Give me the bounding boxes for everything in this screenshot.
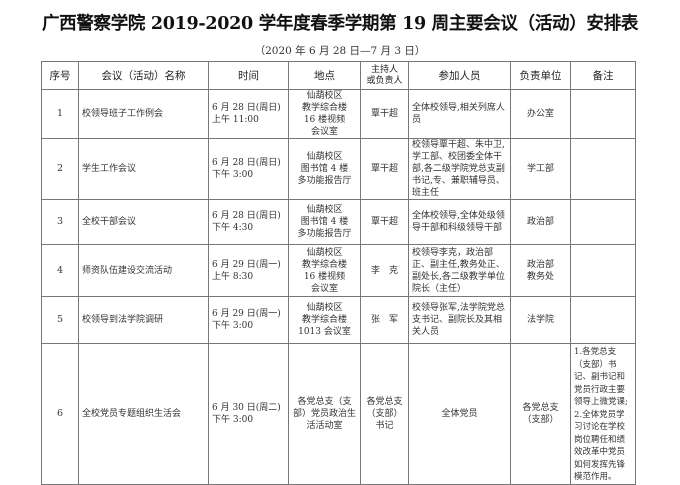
cell-note: 1.各党总支（支部）书记、副书记和党员行政主要领导上微党课; 2.全体党员学习讨…	[570, 343, 636, 485]
cell-place: 仙葫校区 教学综合楼 16 楼视频 会议室	[288, 244, 361, 297]
cell-note	[570, 244, 636, 297]
cell-time: 6 月 28 日(周日) 下午 4:30	[208, 199, 289, 245]
cell-note	[570, 138, 636, 200]
document-title: 广西警察学院 2019-2020 学年度春季学期第 19 周主要会议（活动）安排…	[41, 14, 639, 34]
table-row: 1 校领导班子工作例会 6 月 28 日(周日) 上午 11:00 仙葫校区 教学综合…	[41, 89, 636, 139]
table-row: 5 校领导到法学院调研 6 月 29 日(周一) 下午 3:00 仙葫校区 教学综合楼…	[41, 296, 636, 344]
cell-time: 6 月 30 日(周二) 下午 3:00	[208, 343, 289, 485]
cell-participants: 全体校领导,全体处级领导干部和科级领导干部	[408, 199, 511, 245]
table-header-row: 序号 会议（活动）名称 时间 地点 主持人 或负责人 参加人员 负责单位 备注	[41, 61, 636, 90]
header-name: 会议（活动）名称	[78, 61, 209, 90]
cell-time: 6 月 28 日(周日) 上午 11:00	[208, 89, 289, 139]
header-note: 备注	[570, 61, 636, 90]
cell-participants: 全体党员	[408, 343, 511, 485]
cell-time: 6 月 28 日(周日) 下午 3:00	[208, 138, 289, 200]
cell-name: 全校干部会议	[78, 199, 209, 245]
cell-note	[570, 199, 636, 245]
cell-no: 2	[41, 138, 79, 200]
header-participants: 参加人员	[408, 61, 511, 90]
table-row: 2 学生工作会议 6 月 28 日(周日) 下午 3:00 仙葫校区 图书馆 4 楼 …	[41, 138, 636, 200]
cell-participants: 全体校领导,相关列席人员	[408, 89, 511, 139]
cell-unit: 政治部 教务处	[510, 244, 571, 297]
cell-unit: 法学院	[510, 296, 571, 344]
cell-participants: 校领导张军,法学院党总支书记、副院长及其相关人员	[408, 296, 511, 344]
cell-place: 仙葫校区 教学综合楼 1013 会议室	[288, 296, 361, 344]
cell-unit: 办公室	[510, 89, 571, 139]
cell-name: 校领导班子工作例会	[78, 89, 209, 139]
cell-note	[570, 296, 636, 344]
cell-participants: 校领导覃干超、朱中卫,学工部、校团委全体干部,各二级学院党总支副书记,专、兼职辅…	[408, 138, 511, 200]
cell-no: 4	[41, 244, 79, 297]
cell-unit: 学工部	[510, 138, 571, 200]
header-no: 序号	[41, 61, 79, 90]
cell-name: 校领导到法学院调研	[78, 296, 209, 344]
document-subtitle: （2020 年 6 月 28 日—7 月 3 日）	[254, 45, 426, 57]
cell-host: 各党总支 （支部） 书记	[360, 343, 409, 485]
cell-place: 仙葫校区 教学综合楼 16 楼视频 会议室	[288, 89, 361, 139]
cell-name: 师资队伍建设交流活动	[78, 244, 209, 297]
table-row: 3 全校干部会议 6 月 28 日(周日) 下午 4:30 仙葫校区 图书馆 4 楼 …	[41, 199, 636, 245]
table-row: 4 师资队伍建设交流活动 6 月 29 日(周一) 上午 8:30 仙葫校区 教学综合…	[41, 244, 636, 297]
cell-host: 覃干超	[360, 138, 409, 200]
cell-host: 覃干超	[360, 199, 409, 245]
header-host: 主持人 或负责人	[360, 61, 409, 90]
cell-host: 覃干超	[360, 89, 409, 139]
cell-note	[570, 89, 636, 139]
cell-unit: 政治部	[510, 199, 571, 245]
cell-place: 各党总支（支部）党员政治生活活动室	[288, 343, 361, 485]
table-row: 6 全校党员专题组织生活会 6 月 30 日(周二) 下午 3:00 各党总支（支部）…	[41, 343, 636, 485]
schedule-table: 序号 会议（活动）名称 时间 地点 主持人 或负责人 参加人员 负责单位 备注 …	[41, 61, 636, 485]
header-place: 地点	[288, 61, 361, 90]
cell-participants: 校领导李克，政治部正、副主任,教务处正、副处长,各二级教学单位院长（主任）	[408, 244, 511, 297]
cell-host: 李 克	[360, 244, 409, 297]
header-time: 时间	[208, 61, 289, 90]
header-unit: 负责单位	[510, 61, 571, 90]
cell-no: 6	[41, 343, 79, 485]
cell-no: 5	[41, 296, 79, 344]
cell-time: 6 月 29 日(周一) 下午 3:00	[208, 296, 289, 344]
cell-name: 学生工作会议	[78, 138, 209, 200]
cell-place: 仙葫校区 图书馆 4 楼 多功能报告厅	[288, 138, 361, 200]
cell-host: 张 军	[360, 296, 409, 344]
cell-time: 6 月 29 日(周一) 上午 8:30	[208, 244, 289, 297]
cell-unit: 各党总支 （支部）	[510, 343, 571, 485]
cell-no: 3	[41, 199, 79, 245]
cell-place: 仙葫校区 图书馆 4 楼 多功能报告厅	[288, 199, 361, 245]
cell-no: 1	[41, 89, 79, 139]
cell-name: 全校党员专题组织生活会	[78, 343, 209, 485]
